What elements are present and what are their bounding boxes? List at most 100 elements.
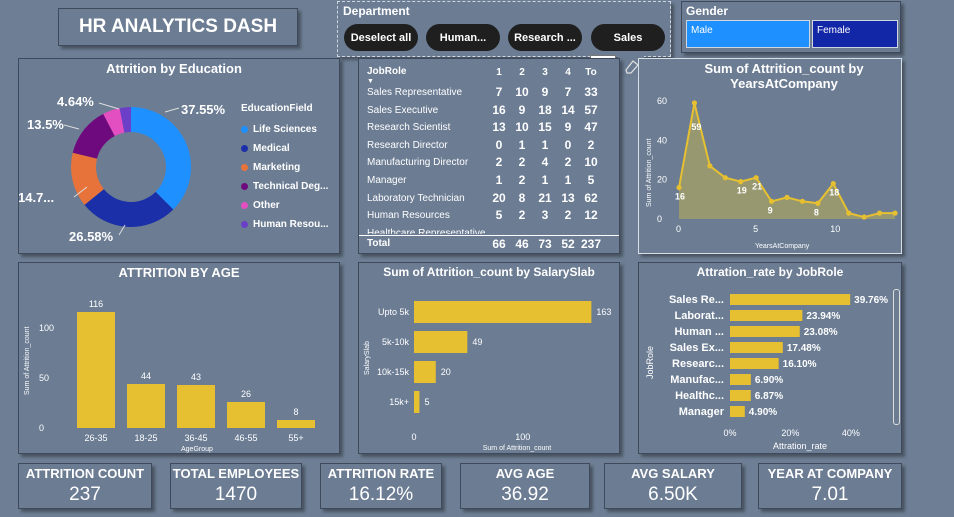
data-point[interactable]: [691, 100, 698, 106]
table-row[interactable]: Laboratory Technician 20 8 21 13 62: [359, 190, 609, 207]
table-row[interactable]: Healthcare Representative: [359, 225, 609, 234]
table-row[interactable]: Research Director 0 1 1 0 2: [359, 137, 609, 154]
legend-item[interactable]: Medical: [241, 139, 329, 158]
data-point[interactable]: [738, 179, 744, 185]
matrix-cell: 1: [541, 137, 549, 152]
education-donut-panel: Attrition by Education 37.55% 26.58% 14.…: [18, 58, 340, 254]
matrix-column-header[interactable]: 1: [496, 67, 502, 78]
data-point[interactable]: [676, 184, 682, 191]
x-tick-label: 5: [753, 224, 758, 234]
matrix-column-header[interactable]: 2: [519, 67, 525, 78]
bar[interactable]: [730, 390, 751, 401]
matrix-total-cell: 73: [538, 237, 552, 251]
bar[interactable]: [227, 402, 265, 428]
bar[interactable]: [730, 406, 745, 417]
matrix-cell: 9: [518, 102, 526, 117]
sort-caret-icon[interactable]: ▼: [367, 78, 374, 85]
legend-item[interactable]: Technical Deg...: [241, 177, 329, 196]
legend-label: Marketing: [253, 162, 301, 173]
donut-slice[interactable]: [72, 113, 115, 159]
data-point[interactable]: [815, 200, 821, 206]
table-row[interactable]: Research Scientist 13 10 15 9 47: [359, 119, 609, 136]
matrix-column-header[interactable]: 4: [565, 67, 571, 78]
bar[interactable]: [730, 374, 751, 385]
legend-item[interactable]: Human Resou...: [241, 215, 329, 234]
data-point[interactable]: [846, 210, 852, 216]
y-tick-label: 5k-10k: [382, 337, 410, 347]
donut-slice[interactable]: [71, 152, 104, 205]
bar[interactable]: [730, 294, 851, 305]
legend-dot-icon: [241, 183, 248, 190]
bar[interactable]: [730, 342, 783, 353]
bar[interactable]: [414, 391, 420, 413]
gender-slicer: Gender Male Female: [681, 1, 901, 53]
donut-slice[interactable]: [84, 189, 174, 227]
leader-line-marketing: [73, 186, 88, 198]
scrollbar[interactable]: [893, 289, 900, 425]
bar[interactable]: [127, 384, 165, 428]
donut-label-technical: 13.5%: [27, 117, 64, 132]
y-tick-label: Manufac...: [670, 374, 724, 386]
data-point[interactable]: [861, 214, 867, 220]
legend-item[interactable]: Life Sciences: [241, 120, 329, 139]
department-human-button[interactable]: Human...: [426, 24, 500, 51]
donut-slice[interactable]: [119, 107, 131, 133]
data-point[interactable]: [784, 194, 790, 200]
donut-slice[interactable]: [131, 107, 191, 210]
bar[interactable]: [177, 385, 215, 428]
x-tick-label: 36-45: [184, 433, 207, 443]
data-point[interactable]: [876, 210, 883, 216]
bar[interactable]: [730, 310, 803, 321]
data-label: 8: [293, 407, 298, 417]
bar[interactable]: [730, 358, 779, 369]
kpi-avg-salary: AVG SALARY 6.50K: [604, 463, 742, 509]
y-tick-label: Human ...: [674, 326, 724, 338]
matrix-column-header[interactable]: 3: [542, 67, 548, 78]
table-row[interactable]: Sales Representative 7 10 9 7 33: [359, 84, 609, 101]
education-title: Attrition by Education: [106, 61, 242, 76]
years-area-chart: 0 20 40 60 0 5 10 YearsAtCompany Sum of Attritio…: [646, 96, 898, 250]
donut-slice[interactable]: [103, 108, 125, 136]
data-label: 23.94%: [806, 311, 840, 322]
bar[interactable]: [414, 361, 436, 383]
legend-item[interactable]: Other: [241, 196, 329, 215]
matrix-column-header[interactable]: To: [585, 67, 597, 78]
gender-male-option[interactable]: Male: [686, 20, 810, 48]
department-sales-button[interactable]: Sales: [591, 24, 665, 51]
x-axis-label: YearsAtCompany: [755, 243, 810, 250]
bar[interactable]: [77, 312, 115, 428]
bar[interactable]: [414, 331, 468, 353]
data-point[interactable]: [768, 198, 775, 204]
gender-label: Gender: [686, 4, 729, 18]
legend-dot-icon: [241, 126, 248, 133]
department-research-button[interactable]: Research ...: [508, 24, 582, 51]
table-row[interactable]: Manufacturing Director 2 2 4 2 10: [359, 154, 609, 171]
table-row[interactable]: Human Resources 5 2 3 2 12: [359, 207, 609, 224]
table-row[interactable]: Sales Executive 16 9 18 14 57: [359, 102, 609, 119]
jobrole-name: Human Resources: [367, 210, 450, 222]
legend-item[interactable]: Marketing: [241, 158, 329, 177]
kpi-label: TOTAL EMPLOYEES: [172, 466, 300, 481]
bar[interactable]: [277, 420, 315, 428]
gender-female-option[interactable]: Female: [812, 20, 898, 48]
matrix-header-jobrole: JobRole: [367, 66, 407, 77]
deselect-all-button[interactable]: Deselect all: [344, 24, 418, 51]
data-point[interactable]: [799, 198, 806, 204]
data-point[interactable]: [722, 175, 728, 181]
bar[interactable]: [414, 301, 592, 323]
y-axis-label: JobRole: [645, 346, 655, 379]
y-tick-label: Healthc...: [675, 390, 724, 402]
bar[interactable]: [730, 326, 800, 337]
data-point[interactable]: [753, 175, 759, 181]
matrix-cell: 10: [515, 120, 529, 135]
data-label: 163: [596, 307, 611, 317]
eraser-icon[interactable]: [618, 55, 644, 77]
data-point[interactable]: [892, 210, 898, 216]
legend-label: Life Sciences: [253, 124, 317, 135]
data-point[interactable]: [830, 181, 836, 187]
data-point[interactable]: [707, 163, 713, 169]
leader-line-medical: [118, 224, 126, 236]
data-label: 8: [814, 207, 819, 217]
table-row[interactable]: Manager 1 2 1 1 5: [359, 172, 609, 189]
x-tick-label: 0: [676, 224, 681, 234]
